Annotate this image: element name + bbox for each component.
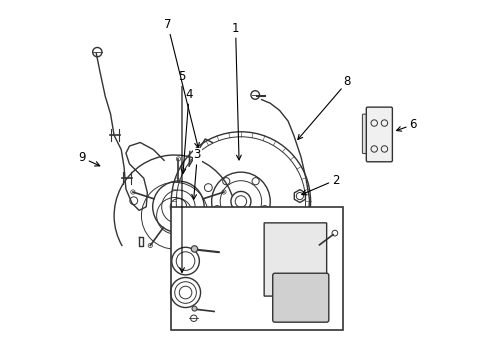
Text: 5: 5 bbox=[178, 70, 185, 273]
Circle shape bbox=[230, 192, 250, 211]
Text: 9: 9 bbox=[79, 151, 100, 166]
Text: 2: 2 bbox=[301, 174, 339, 195]
FancyBboxPatch shape bbox=[366, 107, 391, 162]
Text: 6: 6 bbox=[396, 118, 416, 131]
Text: 4: 4 bbox=[181, 88, 192, 174]
FancyBboxPatch shape bbox=[272, 273, 328, 322]
Circle shape bbox=[191, 246, 197, 252]
Text: 3: 3 bbox=[191, 148, 201, 199]
Text: 1: 1 bbox=[231, 22, 241, 160]
Bar bbox=[171, 207, 342, 330]
Polygon shape bbox=[264, 223, 326, 296]
Text: 7: 7 bbox=[163, 18, 199, 148]
Text: 8: 8 bbox=[297, 75, 350, 139]
FancyBboxPatch shape bbox=[362, 114, 385, 154]
Circle shape bbox=[192, 306, 197, 311]
